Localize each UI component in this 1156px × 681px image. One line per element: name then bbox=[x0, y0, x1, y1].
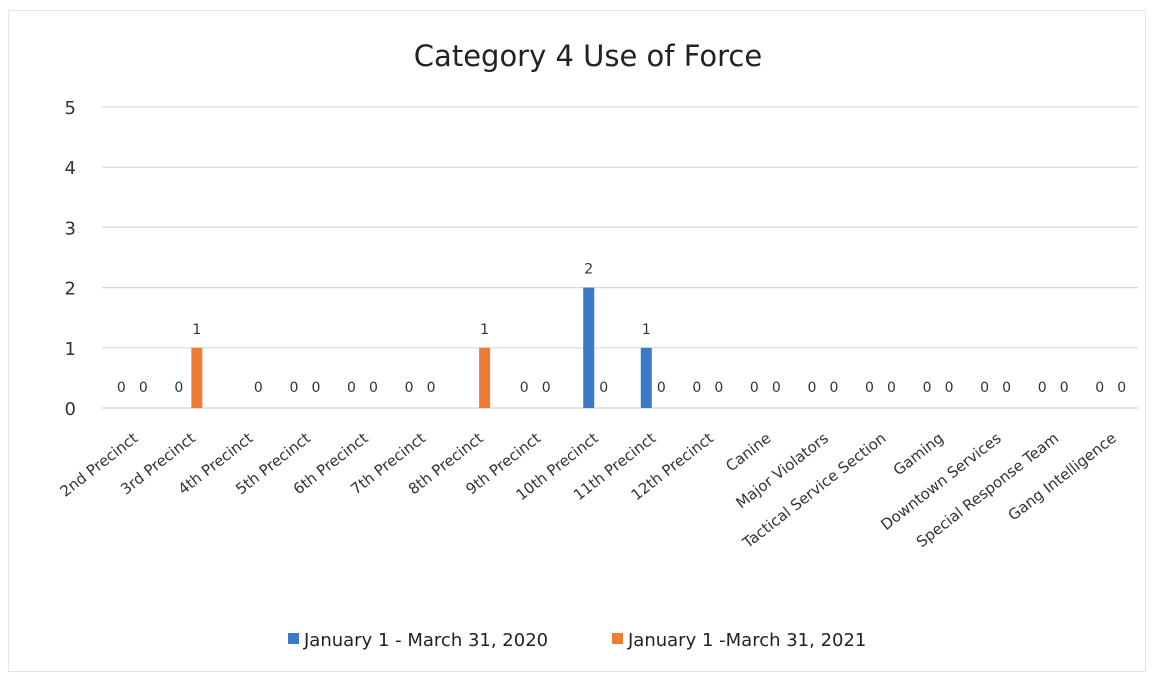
data-label: 0 bbox=[369, 380, 378, 396]
legend-swatch-0 bbox=[288, 633, 299, 644]
data-label: 0 bbox=[347, 380, 356, 396]
data-label: 0 bbox=[405, 380, 414, 396]
data-label: 0 bbox=[750, 380, 759, 396]
bars bbox=[191, 287, 652, 408]
data-label: 0 bbox=[1002, 380, 1011, 396]
data-label: 0 bbox=[714, 380, 723, 396]
data-label: 0 bbox=[311, 380, 320, 396]
data-label: 0 bbox=[945, 380, 954, 396]
legend: January 1 - March 31, 2020 January 1 -Mar… bbox=[288, 630, 866, 651]
bar-2021-6 bbox=[479, 347, 491, 408]
data-label: 0 bbox=[923, 380, 932, 396]
data-label: 0 bbox=[542, 380, 551, 396]
x-tick-label: Gang Intelligence bbox=[1005, 429, 1120, 524]
data-label: 0 bbox=[520, 380, 529, 396]
data-label: 1 bbox=[642, 322, 651, 338]
data-label: 0 bbox=[980, 380, 989, 396]
legend-swatch-1 bbox=[612, 633, 623, 644]
data-label: 0 bbox=[599, 380, 608, 396]
bar-2020-9 bbox=[640, 347, 652, 408]
y-axis-ticks: 0 1 2 3 4 5 bbox=[65, 98, 76, 420]
data-label: 0 bbox=[1117, 380, 1126, 396]
data-label: 1 bbox=[192, 322, 201, 338]
data-label: 0 bbox=[657, 380, 666, 396]
y-tick-label: 0 bbox=[65, 399, 76, 420]
data-label: 0 bbox=[117, 380, 126, 396]
chart-frame bbox=[8, 10, 1146, 672]
data-label: 0 bbox=[829, 380, 838, 396]
chart-title: Category 4 Use of Force bbox=[414, 39, 762, 73]
bar-2021-1 bbox=[191, 347, 203, 408]
y-tick-label: 3 bbox=[65, 218, 76, 239]
data-label: 0 bbox=[887, 380, 896, 396]
data-label: 0 bbox=[174, 380, 183, 396]
legend-label-0: January 1 - March 31, 2020 bbox=[303, 630, 548, 651]
data-label: 0 bbox=[1095, 380, 1104, 396]
gridlines bbox=[102, 106, 1138, 409]
data-label: 1 bbox=[480, 322, 489, 338]
bar-2020-8 bbox=[583, 287, 595, 408]
data-label: 0 bbox=[1038, 380, 1047, 396]
data-label: 0 bbox=[254, 380, 263, 396]
data-label: 0 bbox=[139, 380, 148, 396]
y-tick-label: 2 bbox=[65, 279, 76, 300]
data-label: 0 bbox=[289, 380, 298, 396]
data-label: 0 bbox=[807, 380, 816, 396]
data-label: 0 bbox=[772, 380, 781, 396]
data-label: 2 bbox=[584, 262, 593, 278]
legend-label-1: January 1 -March 31, 2021 bbox=[627, 630, 866, 651]
data-label: 0 bbox=[427, 380, 436, 396]
data-label: 0 bbox=[865, 380, 874, 396]
data-label: 0 bbox=[692, 380, 701, 396]
y-tick-label: 5 bbox=[65, 98, 76, 119]
x-tick-label: Canine bbox=[722, 429, 774, 475]
data-label: 0 bbox=[1060, 380, 1069, 396]
y-tick-label: 4 bbox=[65, 158, 76, 179]
y-tick-label: 1 bbox=[65, 339, 76, 360]
